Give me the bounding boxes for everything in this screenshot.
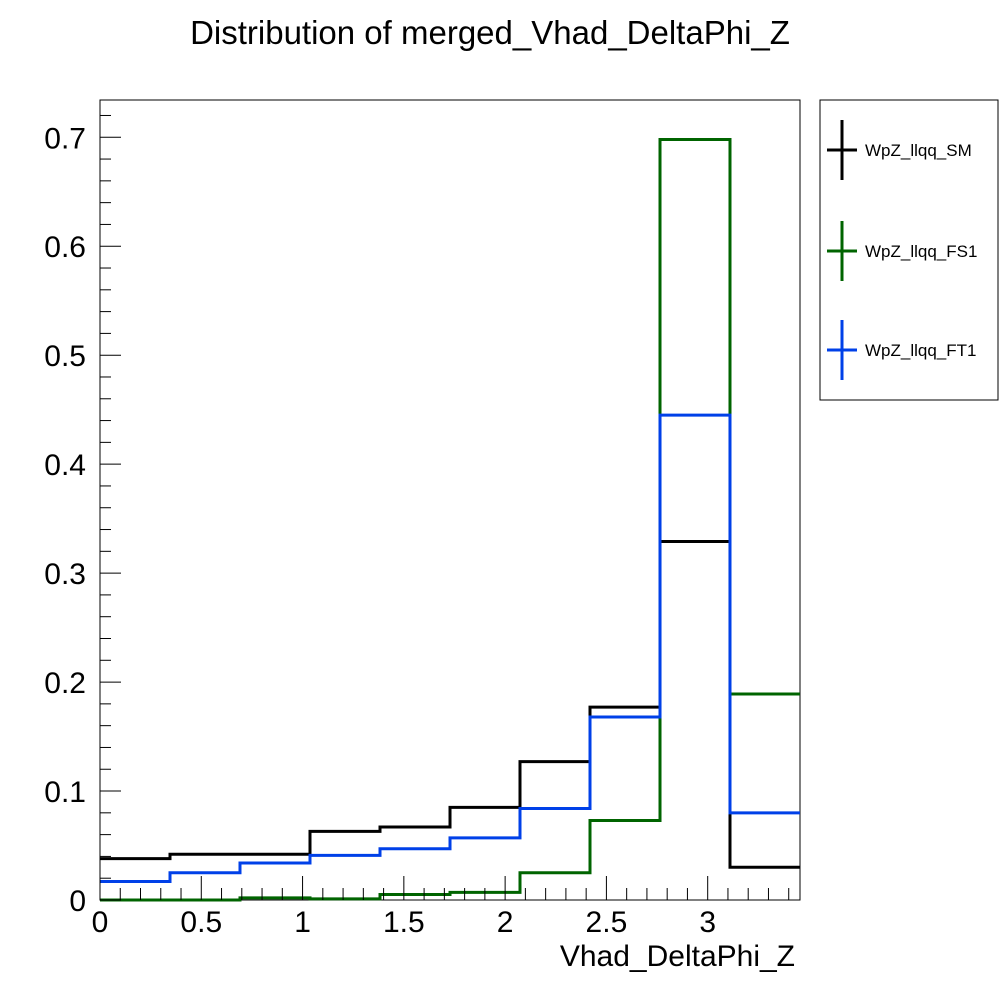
y-tick-label: 0 (69, 885, 86, 918)
x-tick-label: 0 (92, 906, 109, 939)
y-tick-label: 0.6 (44, 231, 86, 264)
x-tick-label: 2.5 (586, 906, 628, 939)
x-tick-label: 1.5 (383, 906, 425, 939)
x-tick-label: 1 (294, 906, 311, 939)
axes-layer: 0 0.1 0.2 0.3 0.4 0.5 0.6 0.7 0 0.5 1 1.5 2 2.5 3 (44, 114, 790, 939)
y-tick-label: 0.4 (44, 449, 86, 482)
legend-label: WpZ_llqq_FT1 (865, 341, 976, 360)
series-layer (100, 137, 800, 902)
plot-frame (99, 99, 801, 901)
y-tick-label: 0.7 (44, 122, 86, 155)
chart-title: Distribution of merged_Vhad_DeltaPhi_Z (190, 14, 790, 51)
x-tick-label: 2 (497, 906, 514, 939)
legend: WpZ_llqq_SM WpZ_llqq_FS1 WpZ_llqq_FT1 (819, 99, 999, 401)
legend-label: WpZ_llqq_FS1 (865, 242, 977, 261)
x-axis-title: Vhad_DeltaPhi_Z (560, 940, 795, 973)
plot-area-border (99, 99, 801, 901)
y-tick-label: 0.5 (44, 340, 86, 373)
legend-label: WpZ_llqq_SM (865, 141, 972, 160)
y-tick-label: 0.1 (44, 776, 86, 809)
series-line-WpZ_llqq_FT1 (100, 413, 800, 883)
x-tick-label: 3 (699, 906, 716, 939)
series-line-WpZ_llqq_SM (100, 540, 800, 869)
series-line-WpZ_llqq_FS1 (100, 137, 800, 902)
y-tick-label: 0.2 (44, 667, 86, 700)
x-tick-label: 0.5 (180, 906, 222, 939)
y-tick-label: 0.3 (44, 558, 86, 591)
